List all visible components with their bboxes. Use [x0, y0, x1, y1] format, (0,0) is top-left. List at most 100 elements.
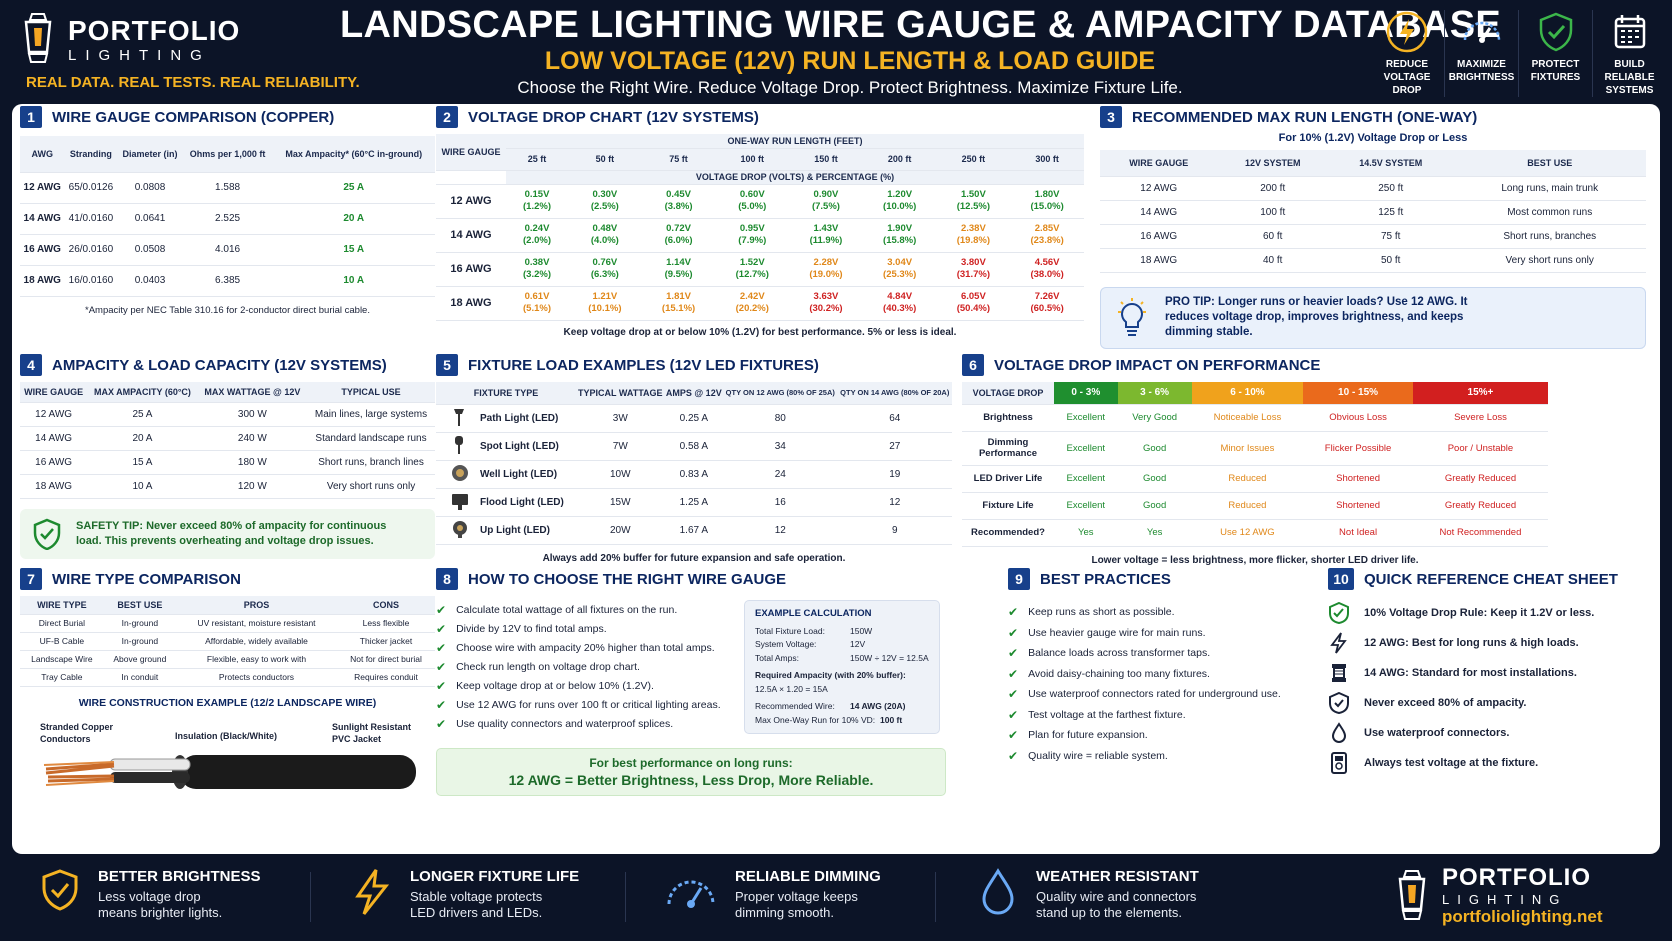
drop-percent: (9.5%): [664, 269, 693, 280]
table-row: 12 AWG 200 ft 250 ft Long runs, main trunk: [1100, 176, 1646, 201]
brand-sub: LIGHTING: [1442, 892, 1568, 907]
lightning-icon: [355, 869, 390, 915]
table-cell: 16/0.0160: [64, 265, 118, 297]
drop-percent: (6.3%): [590, 269, 619, 280]
section-title: VOLTAGE DROP IMPACT ON PERFORMANCE: [994, 356, 1321, 374]
drop-percent: (50.4%): [956, 303, 990, 314]
table-row: Fixture Life Excellent Good Reduced Shortene…: [962, 492, 1548, 520]
table-header: WIRE GAUGE: [436, 134, 506, 171]
table-cell: 0.0508: [117, 234, 183, 266]
drop-percent: (1.2%): [523, 201, 551, 212]
section-best-practices: 9 BEST PRACTICES Keep runs as short as po…: [1008, 568, 1308, 766]
table-row: Well Light (LED) 10W 0.83 A 24 19: [436, 460, 952, 489]
section-max-run-length: 3 RECOMMENDED MAX RUN LENGTH (ONE-WAY) Fo…: [1100, 106, 1646, 349]
table-row: LED Driver Life Excellent Good Reduced Short…: [962, 465, 1548, 493]
step-item: Choose wire with ampacity 20% higher tha…: [436, 638, 736, 657]
table-header: WIRE GAUGE: [1100, 150, 1218, 177]
impact-cell: Obvious Loss: [1303, 404, 1413, 432]
website-link[interactable]: portfoliolighting.net: [1442, 907, 1603, 926]
table-cell: Most common runs: [1453, 200, 1646, 225]
lightbulb-icon: [1118, 297, 1146, 336]
table-cell: 0.83 A: [664, 460, 724, 489]
voltage-drop-rows: 12 AWG 0.15V (1.2%) 0.30V (2.5%) 0.45V (3.8%) 0…: [436, 184, 1084, 321]
calc-row: System Voltage: 12V: [755, 638, 929, 652]
table-cell: 15 A: [272, 234, 435, 266]
table-cell: 19: [837, 460, 952, 489]
section-title: FIXTURE LOAD EXAMPLES (12V LED FIXTURES): [468, 356, 819, 374]
banner-line2: 12 AWG = Better Brightness, Less Drop, M…: [508, 772, 874, 788]
drop-volts: 2.42V: [739, 291, 765, 302]
impact-header: VOLTAGE DROP: [962, 382, 1054, 405]
multimeter-icon: [1331, 752, 1347, 774]
drop-cell: 1.80V (15.0%): [1010, 184, 1084, 219]
table-cell: 25 A: [272, 172, 435, 204]
impact-header: 0 - 3%: [1054, 382, 1118, 405]
lightning-icon: [1386, 11, 1428, 53]
table-row: Recommended? Yes Yes Use 12 AWG Not Ideal Not…: [962, 519, 1548, 547]
up-light-icon: [450, 519, 472, 542]
wire-example-title: WIRE CONSTRUCTION EXAMPLE (12/2 LANDSCAP…: [78, 696, 377, 709]
section-title: QUICK REFERENCE CHEAT SHEET: [1364, 570, 1618, 588]
drop-cell: 3.80V (31.7%): [936, 252, 1011, 287]
section-title: VOLTAGE DROP CHART (12V SYSTEMS): [468, 108, 759, 126]
header-benefit-protect: PROTECT FIXTURES: [1518, 10, 1592, 97]
section-title: WIRE GAUGE COMPARISON (COPPER): [52, 108, 335, 126]
calc-value: 14 AWG (20A): [850, 701, 906, 711]
footer-benefit-title: BETTER BRIGHTNESS: [98, 868, 261, 885]
footer-benefit: LONGER FIXTURE LIFE Stable voltage protec…: [352, 868, 579, 921]
section-ampacity-load: 4 AMPACITY & LOAD CAPACITY (12V SYSTEMS) …: [20, 354, 435, 559]
table-cell: 75 ft: [1328, 224, 1454, 249]
drop-volts: 0.15V: [524, 189, 550, 200]
path-light-icon: [450, 407, 472, 430]
fixture-cell: Path Light (LED): [436, 404, 576, 433]
drop-percent: (25.3%): [883, 269, 917, 280]
brand-logo: PORTFOLIO LIGHTING: [20, 12, 240, 66]
table-cell: 80: [723, 404, 838, 433]
impact-row-label: Dimming Performance: [962, 431, 1054, 466]
drop-volts: 2.38V: [960, 223, 986, 234]
gauge-cell: 12 AWG: [436, 184, 506, 219]
drop-cell: 0.15V (1.2%): [506, 184, 568, 219]
calc-label: Total Amps:: [755, 652, 799, 663]
drop-volts: 0.90V: [813, 189, 839, 200]
table-row: 18 AWG 40 ft 50 ft Very short runs only: [1100, 248, 1646, 273]
table-cell: Short runs, branch lines: [307, 450, 435, 475]
drop-cell: 2.85V (23.8%): [1010, 218, 1084, 253]
voltage-drop-table: WIRE GAUGE ONE-WAY RUN LENGTH (FEET) 25 f…: [436, 134, 1084, 321]
drop-cell: 4.56V (38.0%): [1010, 252, 1084, 287]
footer-benefit-desc: Less voltage drop: [98, 889, 201, 904]
calc-required-label: Required Ampacity (with 20% buffer):: [755, 670, 906, 680]
drop-cell: 0.24V (2.0%): [506, 218, 568, 253]
footer-benefit-desc: stand up to the elements.: [1036, 905, 1182, 920]
table-row: Flood Light (LED) 15W 1.25 A 16 12: [436, 488, 952, 517]
table-row: 18 AWG 0.61V (5.1%) 1.21V (10.1%) 1.81V (15.1%…: [436, 286, 1084, 321]
drop-volts: 0.45V: [666, 189, 691, 200]
table-cell: Flexible, easy to work with: [175, 650, 338, 669]
drop-percent: (12.7%): [735, 269, 769, 280]
table-header: Stranding: [64, 136, 118, 173]
drop-volts: 1.90V: [887, 223, 913, 234]
footer-benefit-title: WEATHER RESISTANT: [1036, 868, 1199, 885]
drop-cell: 0.72V (6.0%): [641, 218, 716, 253]
divider: [935, 872, 936, 922]
drop-percent: (15.0%): [1030, 201, 1064, 212]
footnote: *Ampacity per NEC Table 310.16 for 2-con…: [85, 304, 370, 316]
table-cell: Requires conduit: [337, 668, 435, 687]
content-panel: 1 WIRE GAUGE COMPARISON (COPPER) AWG Stra…: [12, 104, 1660, 854]
calendar-icon: [1614, 15, 1645, 49]
cheat-text: Never exceed 80% of ampacity.: [1364, 697, 1527, 709]
practice-item: Test voltage at the farthest fixture.: [1008, 705, 1308, 726]
length-header-row: 25 ft 50 ft 75 ft 100 ft 150 ft 200 ft 250 ft 3…: [436, 148, 1084, 171]
table-header: 14.5V SYSTEM: [1328, 150, 1454, 177]
footer-benefit: WEATHER RESISTANT Quality wire and connec…: [978, 868, 1199, 921]
section-how-to-choose: 8 HOW TO CHOOSE THE RIGHT WIRE GAUGE Calc…: [436, 568, 946, 796]
table-row: 14 AWG 20 A 240 W Standard landscape runs: [20, 426, 435, 451]
table-row: Tray Cable In conduit Protects conductors R…: [20, 668, 435, 687]
length-header: 100 ft: [715, 148, 790, 171]
impact-header-row: VOLTAGE DROP 0 - 3% 3 - 6% 6 - 10% 10 - 15% 1…: [962, 382, 1548, 405]
table-cell: 240 W: [197, 426, 308, 451]
table-cell: 15W: [576, 488, 665, 517]
length-header: 75 ft: [641, 148, 716, 171]
shield-check-icon: [1539, 12, 1572, 52]
